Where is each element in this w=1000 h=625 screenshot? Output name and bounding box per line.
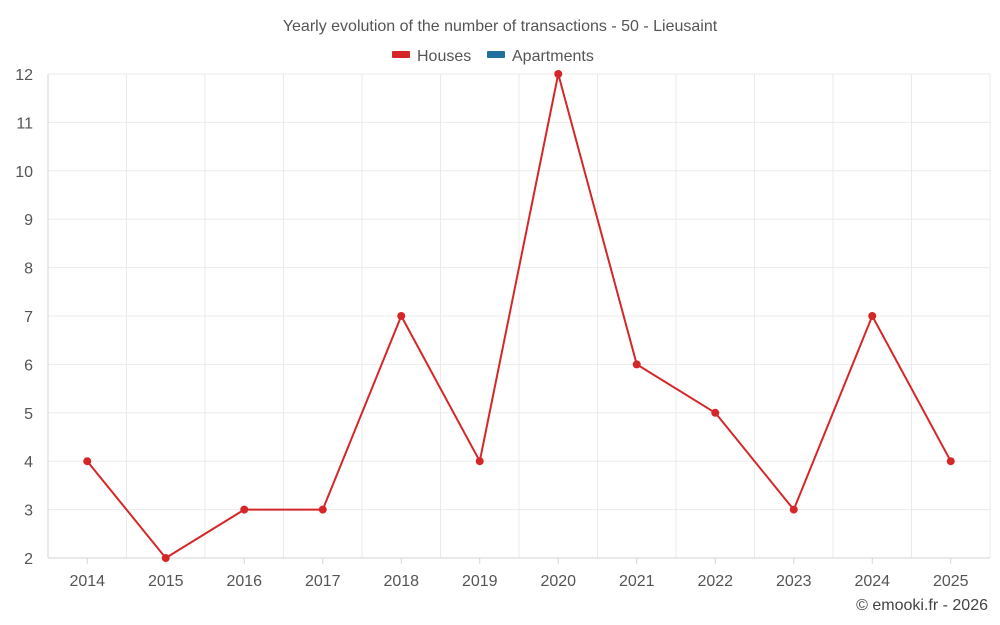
data-point-houses-2016[interactable] xyxy=(240,505,249,514)
y-tick-label: 10 xyxy=(15,164,33,181)
legend-swatch-apartments xyxy=(487,51,505,58)
x-tick-label: 2022 xyxy=(697,573,733,590)
legend-item-apartments[interactable]: Apartments xyxy=(487,48,594,65)
x-tick-label: 2023 xyxy=(776,573,812,590)
x-tick-label: 2025 xyxy=(933,573,969,590)
chart-title: Yearly evolution of the number of transa… xyxy=(283,18,718,35)
y-tick-label: 9 xyxy=(24,212,33,229)
y-tick-label: 8 xyxy=(24,261,33,278)
y-tick-label: 11 xyxy=(16,115,33,132)
data-point-houses-2024[interactable] xyxy=(868,312,877,320)
grid xyxy=(48,73,991,558)
x-tick-label: 2015 xyxy=(148,573,184,590)
x-axis-ticks: 2014 2015 2016 2017 2018 2019 2020 2021 2022 2023… xyxy=(69,558,969,590)
x-tick-label: 2024 xyxy=(854,573,890,590)
x-tick-label: 2018 xyxy=(383,573,419,590)
legend-label-houses: Houses xyxy=(417,48,471,65)
y-tick-label: 5 xyxy=(24,406,33,423)
x-tick-label: 2014 xyxy=(69,573,105,590)
x-tick-label: 2020 xyxy=(540,573,576,590)
data-point-houses-2017[interactable] xyxy=(318,505,327,514)
series-line-houses xyxy=(86,73,952,559)
x-tick-label: 2021 xyxy=(619,573,655,590)
data-point-houses-2023[interactable] xyxy=(789,505,798,514)
x-tick-label: 2016 xyxy=(226,573,262,590)
y-axis-ticks: 2 3 4 5 6 7 8 9 10 11 12 xyxy=(15,67,33,568)
legend-item-houses[interactable]: Houses xyxy=(392,48,471,65)
legend-swatch-houses xyxy=(392,51,410,58)
y-tick-label: 6 xyxy=(24,357,33,374)
data-point-houses-2014[interactable] xyxy=(83,457,92,466)
y-tick-label: 2 xyxy=(24,551,33,568)
data-point-houses-2020[interactable] xyxy=(554,70,563,78)
data-point-houses-2018[interactable] xyxy=(397,312,406,320)
data-point-houses-2021[interactable] xyxy=(632,360,641,369)
legend-label-apartments: Apartments xyxy=(512,48,594,65)
credit-text: © emooki.fr - 2026 xyxy=(856,597,988,614)
data-point-houses-2015[interactable] xyxy=(161,554,170,562)
data-point-houses-2025[interactable] xyxy=(946,457,955,466)
x-tick-label: 2017 xyxy=(305,573,341,590)
legend: Houses Apartments xyxy=(392,48,594,65)
data-point-houses-2019[interactable] xyxy=(475,457,484,466)
y-tick-label: 7 xyxy=(24,309,33,326)
data-point-houses-2022[interactable] xyxy=(711,408,720,417)
series-houses xyxy=(83,70,955,562)
y-tick-label: 3 xyxy=(24,503,33,520)
y-tick-label: 12 xyxy=(15,67,33,84)
y-tick-label: 4 xyxy=(24,454,33,471)
axes xyxy=(47,74,990,559)
x-tick-label: 2019 xyxy=(462,573,498,590)
